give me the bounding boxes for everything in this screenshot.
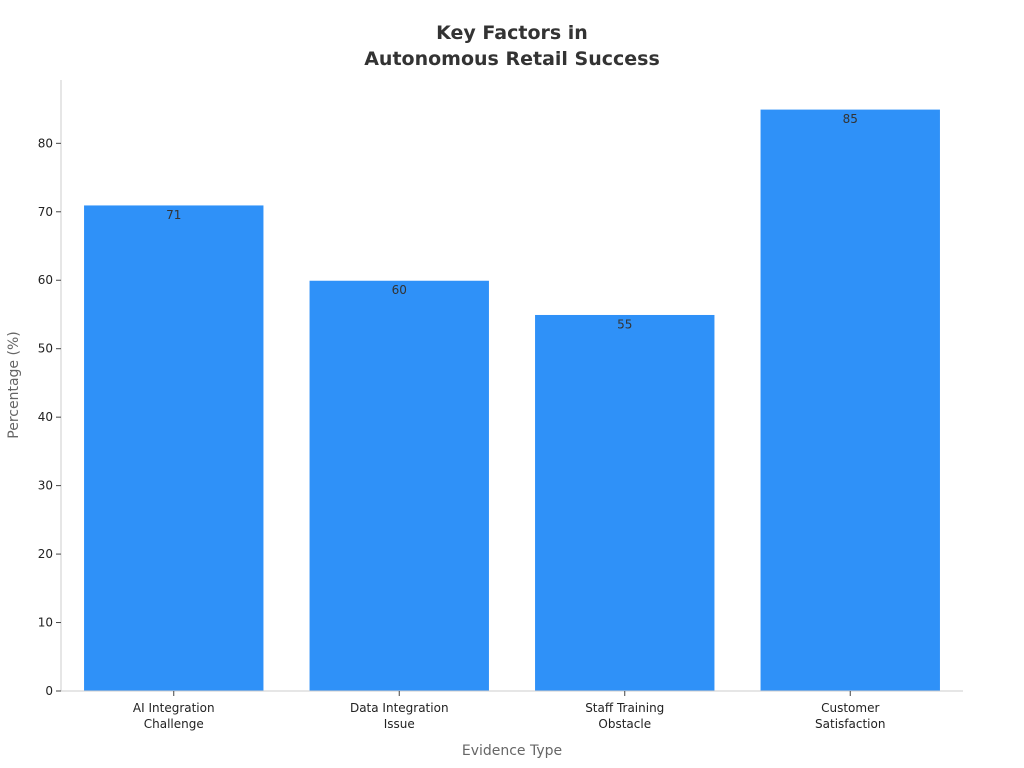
- x-tick-label: Issue: [384, 717, 415, 731]
- y-axis-title: Percentage (%): [6, 331, 22, 438]
- bar-value-label: 71: [166, 208, 181, 222]
- y-tick-label: 60: [38, 273, 53, 287]
- chart-title-line-1: Key Factors in: [436, 22, 588, 44]
- bar: [759, 108, 941, 692]
- bar: [308, 279, 490, 692]
- x-tick-label: Challenge: [144, 717, 204, 731]
- x-tick-label: Staff Training: [585, 701, 664, 715]
- y-tick-label: 30: [38, 479, 53, 493]
- bars-group: [83, 108, 941, 692]
- y-tick-label: 10: [38, 616, 53, 630]
- y-tick-label: 50: [38, 342, 53, 356]
- bar: [534, 313, 716, 692]
- y-tick-label: 70: [38, 205, 53, 219]
- chart-title-line-2: Autonomous Retail Success: [364, 48, 660, 70]
- x-tick-label: Obstacle: [598, 717, 651, 731]
- x-tick-label: Satisfaction: [815, 717, 885, 731]
- bar: [83, 204, 265, 692]
- y-tick-label: 80: [38, 136, 53, 150]
- y-tick-label: 20: [38, 547, 53, 561]
- y-tick-label: 40: [38, 410, 53, 424]
- x-tick-label: Data Integration: [350, 701, 449, 715]
- y-axis: 0 10 20 30 40 50 60 70 80: [38, 80, 62, 698]
- bar-value-label: 60: [392, 283, 407, 297]
- x-tick-label: AI Integration: [133, 701, 215, 715]
- x-axis: AI Integration Challenge Data Integration I…: [61, 690, 963, 731]
- bar-value-label: 85: [843, 112, 858, 126]
- y-tick-label: 0: [45, 684, 53, 698]
- x-tick-label: Customer: [821, 701, 879, 715]
- bar-value-label: 55: [617, 317, 632, 331]
- x-axis-title: Evidence Type: [462, 743, 562, 759]
- bar-labels-group: 71 60 55 85: [166, 112, 858, 331]
